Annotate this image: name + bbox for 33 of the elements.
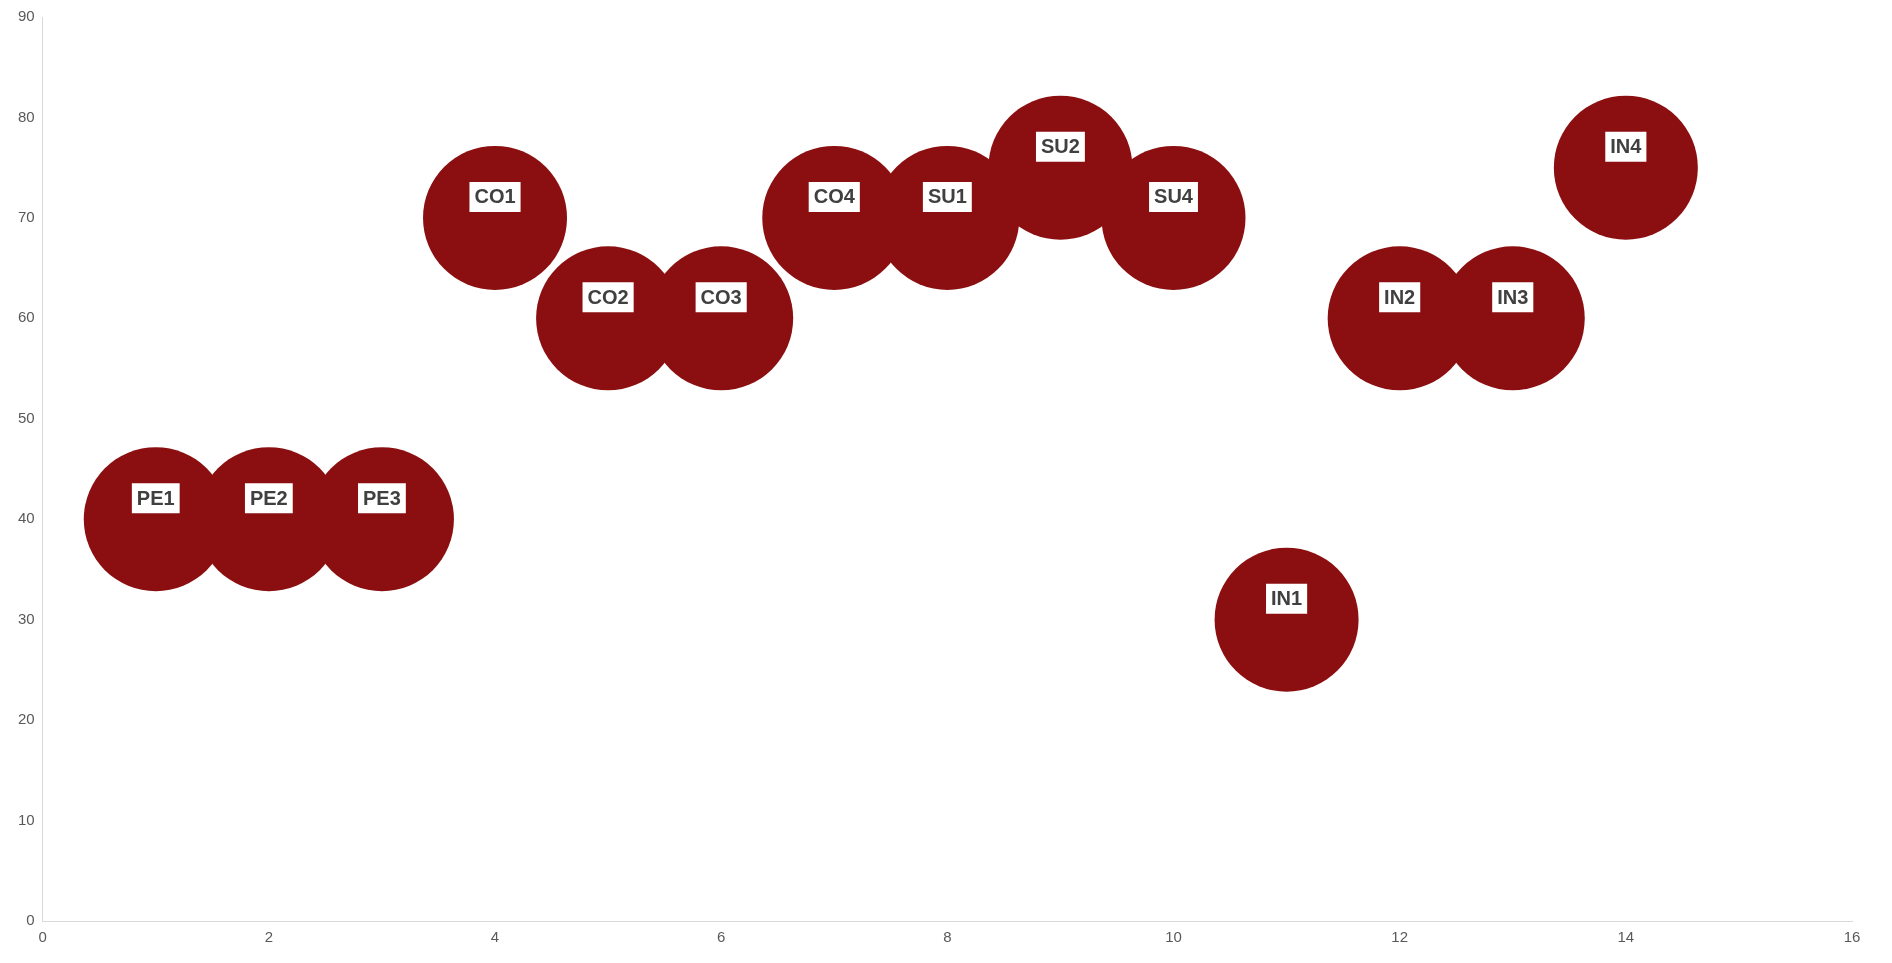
data-label: SU2 <box>1040 135 1080 158</box>
y-tick-label: 0 <box>26 911 35 929</box>
data-label: IN4 <box>1610 135 1643 158</box>
y-tick-label: 30 <box>18 609 35 627</box>
x-tick-label: 4 <box>490 928 500 946</box>
data-label: PE2 <box>249 486 288 509</box>
x-tick-label: 10 <box>1165 928 1182 946</box>
y-tick-label: 10 <box>18 810 35 828</box>
data-label: CO1 <box>474 185 516 208</box>
y-tick-label: 20 <box>18 710 35 728</box>
data-label: CO3 <box>700 285 742 308</box>
x-tick-label: 6 <box>717 928 726 946</box>
data-label: SU1 <box>927 185 967 208</box>
x-tick-label: 14 <box>1617 928 1635 946</box>
y-tick-label: 70 <box>18 208 35 226</box>
data-label: CO2 <box>587 285 629 308</box>
x-tick-label: 8 <box>943 928 952 946</box>
x-tick-label: 16 <box>1843 928 1861 946</box>
data-label: CO4 <box>813 185 856 208</box>
data-label: SU4 <box>1154 185 1194 208</box>
y-tick-label: 90 <box>18 7 35 25</box>
x-tick-label: 12 <box>1391 928 1409 946</box>
x-tick-label: 2 <box>264 928 274 946</box>
x-tick-label: 0 <box>38 928 47 946</box>
data-label: IN1 <box>1271 587 1303 610</box>
data-label: IN3 <box>1497 285 1529 308</box>
y-tick-label: 80 <box>18 107 35 125</box>
data-label: PE1 <box>136 486 175 509</box>
y-tick-label: 60 <box>18 308 35 326</box>
y-tick-label: 50 <box>18 408 35 426</box>
data-label: PE3 <box>363 486 401 509</box>
data-label: IN2 <box>1384 285 1416 308</box>
y-tick-label: 40 <box>18 509 35 527</box>
